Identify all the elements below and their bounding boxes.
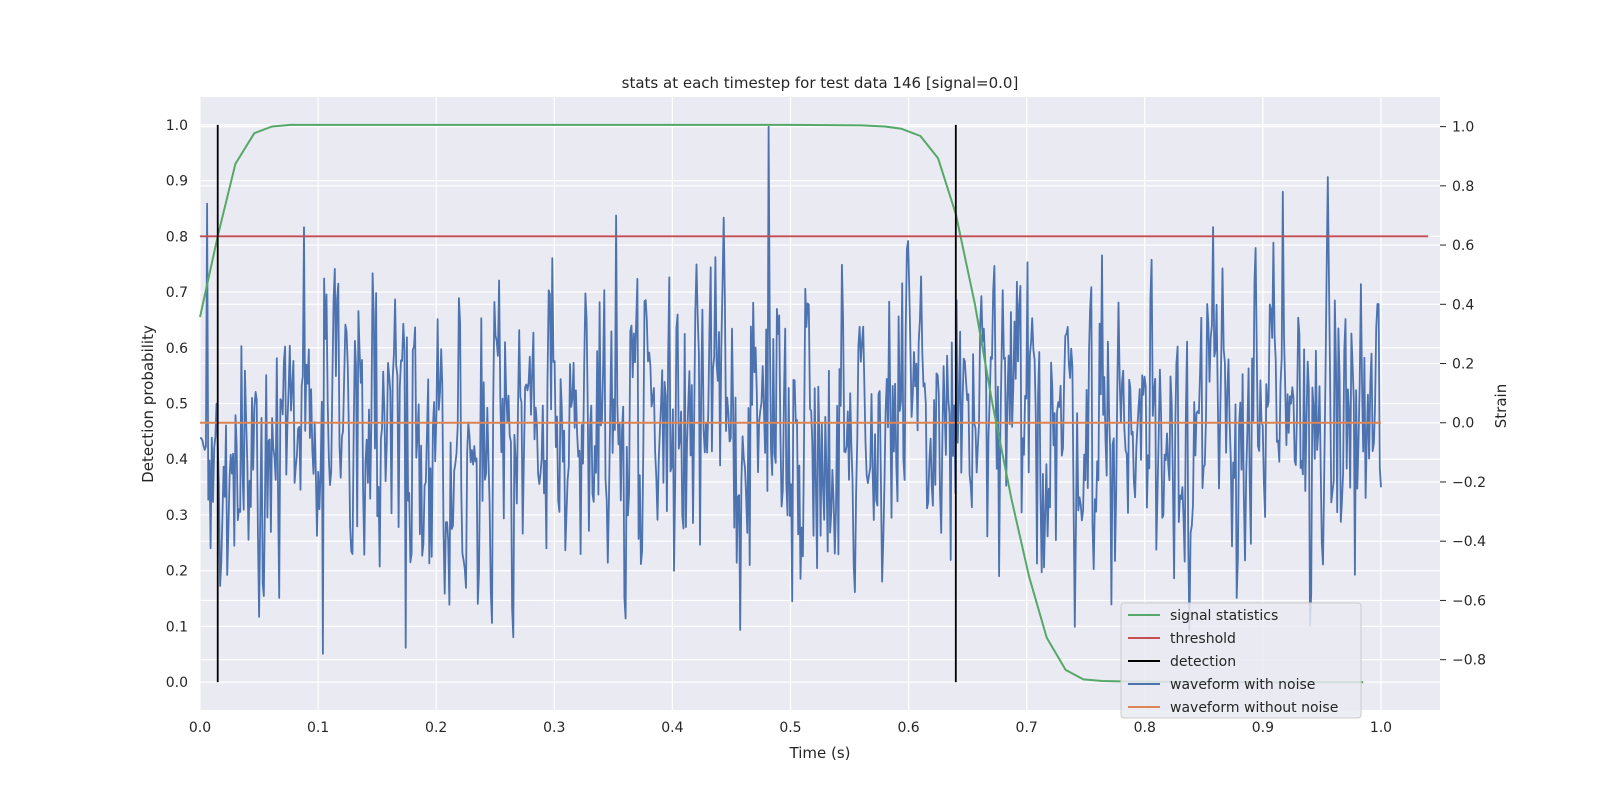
x-tick-label-9: 0.9 [1252, 720, 1274, 736]
y-right-tick-label-4: 0.0 [1452, 416, 1474, 432]
y-right-tick-label-0: −0.8 [1452, 653, 1486, 669]
y-right-tick-label-2: −0.4 [1452, 534, 1486, 550]
y-right-tick-label-3: −0.2 [1452, 475, 1486, 491]
series-waveform-with-noise [199, 125, 1382, 655]
legend-label-waveform-with-noise: waveform with noise [1170, 677, 1315, 693]
x-tick-label-2: 0.2 [425, 720, 447, 736]
y-right-tick-label-6: 0.4 [1452, 297, 1474, 313]
chart-title: stats at each timestep for test data 146… [622, 74, 1019, 92]
y-right-tick-labels: −0.8 −0.6 −0.4 −0.2 0.0 0.2 0.4 0.6 0.8 1.0 [1440, 120, 1486, 669]
y-tick-label-3: 0.3 [166, 508, 188, 524]
x-tick-labels: 0.0 0.1 0.2 0.3 0.4 0.5 0.6 0.7 0.8 0.9 1.0 [189, 720, 1392, 736]
y-tick-label-7: 0.7 [166, 285, 188, 301]
y-axis-title: Detection probability [139, 325, 157, 483]
y-tick-label-0: 0.0 [166, 675, 188, 691]
series-signal-statistics [199, 123, 1364, 684]
y-tick-label-6: 0.6 [166, 341, 188, 357]
x-tick-label-10: 1.0 [1370, 720, 1392, 736]
y-tick-label-8: 0.8 [166, 229, 188, 245]
y-right-tick-label-5: 0.2 [1452, 357, 1474, 373]
legend: signal statistics threshold detection wa… [1120, 602, 1362, 719]
y-tick-label-10: 1.0 [166, 118, 188, 134]
y-right-tick-label-8: 0.8 [1452, 179, 1474, 195]
y-right-axis-title: Strain [1492, 384, 1510, 428]
legend-label-waveform-without-noise: waveform without noise [1170, 700, 1338, 716]
legend-label-signal-statistics: signal statistics [1170, 608, 1278, 624]
legend-label-detection: detection [1170, 654, 1236, 670]
x-tick-label-0: 0.0 [189, 720, 211, 736]
x-tick-label-3: 0.3 [543, 720, 565, 736]
y-tick-label-1: 0.1 [166, 619, 188, 635]
x-tick-label-5: 0.5 [779, 720, 801, 736]
x-tick-label-4: 0.4 [661, 720, 683, 736]
x-tick-label-7: 0.7 [1016, 720, 1038, 736]
y-right-tick-label-7: 0.6 [1452, 238, 1474, 254]
x-axis-title: Time (s) [789, 744, 851, 762]
y-tick-label-5: 0.5 [166, 397, 188, 413]
x-tick-label-8: 0.8 [1134, 720, 1156, 736]
legend-box [1120, 602, 1362, 719]
series-layer [199, 123, 1429, 684]
y-tick-label-2: 0.2 [166, 564, 188, 580]
x-tick-label-6: 0.6 [897, 720, 919, 736]
y-right-tick-label-9: 1.0 [1452, 120, 1474, 136]
y-tick-label-9: 0.9 [166, 174, 188, 190]
legend-label-threshold: threshold [1170, 631, 1236, 647]
x-tick-label-1: 0.1 [307, 720, 329, 736]
y-right-tick-label-1: −0.6 [1452, 593, 1486, 609]
y-tick-label-4: 0.4 [166, 452, 188, 468]
y-tick-labels: 0.0 0.1 0.2 0.3 0.4 0.5 0.6 0.7 0.8 0.9 1.0 [166, 118, 188, 691]
